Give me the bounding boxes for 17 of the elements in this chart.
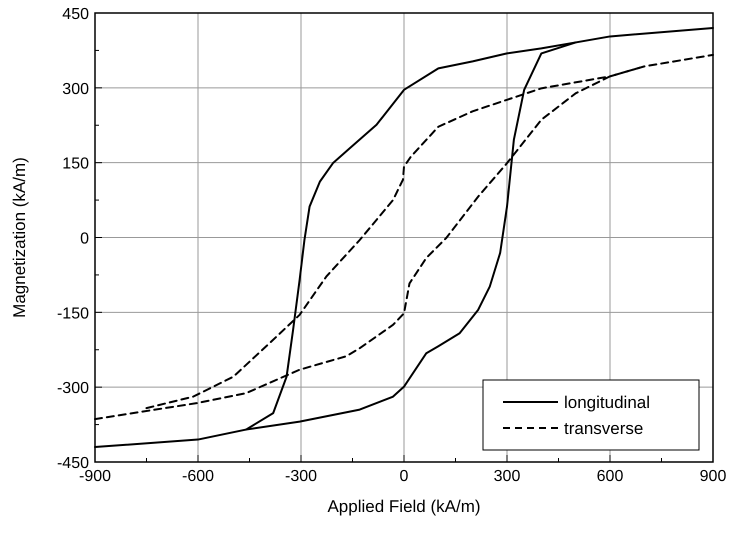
x-tick-label: 600: [596, 468, 624, 485]
x-tick-label: -300: [284, 468, 318, 485]
legend-label: longitudinal: [564, 393, 650, 412]
x-axis-title: Applied Field (kA/m): [327, 497, 481, 516]
y-tick-label: 0: [80, 230, 90, 248]
legend-label: transverse: [564, 419, 644, 438]
x-tick-label: 0: [400, 468, 409, 485]
y-tick-label: 150: [62, 156, 90, 173]
x-tick-label: 900: [700, 468, 726, 485]
x-tick-label: 300: [494, 468, 520, 485]
y-tick-label: 300: [62, 80, 90, 98]
x-tick-label: -900: [78, 468, 112, 485]
y-axis-title: Magnetization (kA/m): [10, 157, 29, 318]
y-tick-label: -150: [56, 305, 90, 322]
y-tick-label: 450: [62, 6, 90, 23]
y-tick-label: -300: [56, 380, 90, 398]
x-tick-label: -600: [182, 468, 214, 485]
